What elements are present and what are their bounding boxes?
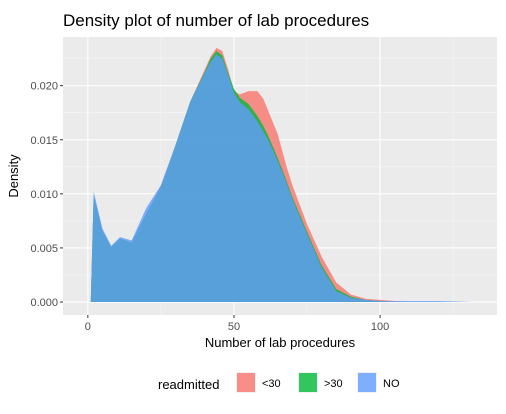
legend: readmitted <30 >30 NO	[158, 372, 400, 393]
legend-label: >30	[324, 378, 343, 390]
x-tick-label: 0	[85, 321, 91, 333]
y-tick-label: 0.015	[30, 135, 58, 147]
legend-title: readmitted	[158, 377, 219, 392]
chart-title: Density plot of number of lab procedures	[63, 11, 369, 30]
legend-label: <30	[262, 378, 281, 390]
y-axis: 0.000 0.005 0.010 0.015 0.020	[30, 81, 63, 309]
legend-key-swatch	[237, 373, 255, 392]
x-tick-label: 50	[228, 321, 240, 333]
y-tick-label: 0.000	[30, 297, 58, 309]
x-tick-label: 100	[371, 321, 389, 333]
y-tick-label: 0.010	[30, 189, 58, 201]
legend-label: NO	[383, 378, 400, 390]
y-tick-label: 0.005	[30, 243, 58, 255]
y-tick-label: 0.020	[30, 81, 58, 93]
y-axis-label: Density	[6, 154, 21, 198]
legend-key-swatch	[358, 373, 376, 392]
legend-key-swatch	[299, 373, 317, 392]
density-area-3	[90, 54, 474, 303]
density-areas	[90, 47, 474, 303]
x-axis: 0 50 100	[85, 315, 389, 333]
minor-gridlines	[63, 37, 497, 315]
x-axis-label: Number of lab procedures	[205, 335, 356, 350]
